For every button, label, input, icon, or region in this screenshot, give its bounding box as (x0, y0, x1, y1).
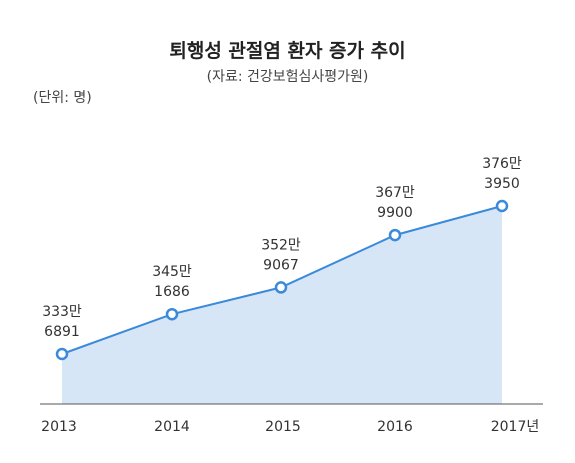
x-tick-label-2015: 2015 (265, 419, 301, 435)
chart-subtitle: (자료: 건강보험심사평가원) (206, 69, 369, 85)
data-label-2014-top: 345만 (152, 264, 192, 280)
area-fill (62, 206, 502, 404)
x-tick-label-2017: 2017년 (491, 419, 540, 435)
data-label-2013-top: 333만 (42, 304, 82, 320)
data-point-2015 (274, 281, 288, 294)
x-tick-label-2016: 2016 (377, 419, 413, 435)
data-label-2015-top: 352만 (261, 237, 301, 253)
data-point-2017 (495, 199, 509, 213)
data-point-2013 (55, 347, 69, 361)
data-point-2016 (388, 228, 402, 242)
chart-title: 퇴행성 관절염 환자 증가 추이 (169, 40, 406, 62)
data-label-2015-bottom: 9067 (263, 257, 299, 273)
data-label-2016-top: 367만 (375, 185, 415, 201)
x-tick-label-2013: 2013 (41, 419, 77, 435)
x-tick-label-2014: 2014 (154, 419, 190, 435)
data-label-2013-bottom: 6891 (44, 324, 80, 340)
data-point-2014 (165, 307, 179, 321)
unit-label: (단위: 명) (33, 90, 92, 106)
data-label-2017-bottom: 3950 (484, 176, 520, 192)
data-label-2017-top: 376만 (482, 156, 522, 172)
data-label-2016-bottom: 9900 (377, 205, 413, 221)
data-label-2014-bottom: 1686 (154, 284, 190, 300)
